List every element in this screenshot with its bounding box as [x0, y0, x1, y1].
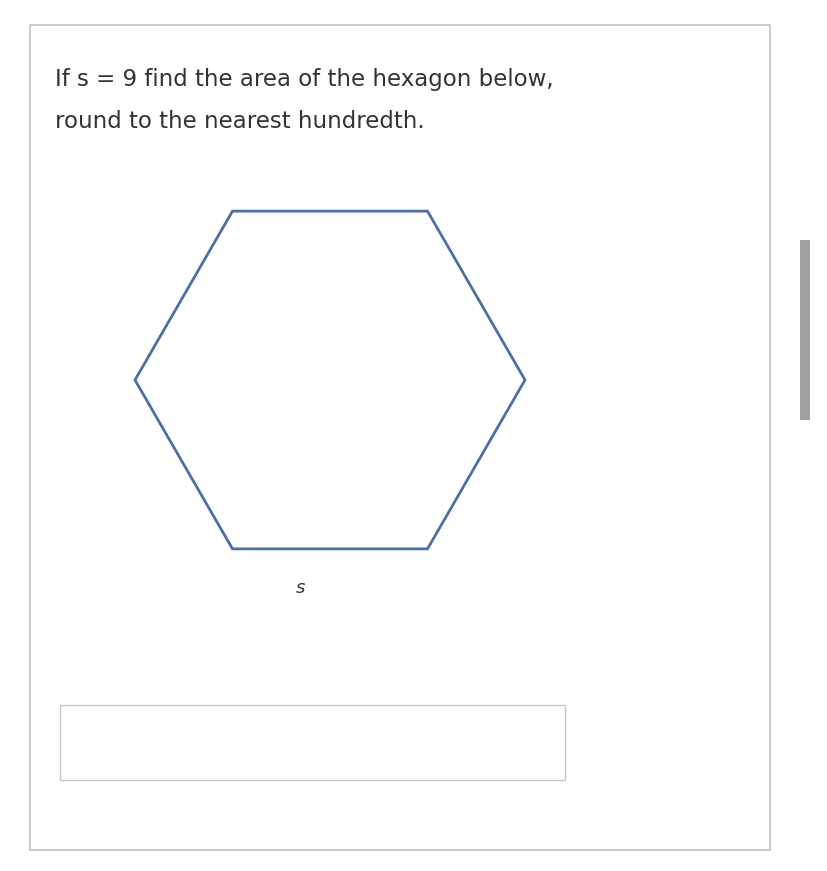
Bar: [30, 25, 769, 850]
Text: round to the nearest hundredth.: round to the nearest hundredth.: [55, 110, 424, 133]
Text: s: s: [295, 579, 304, 597]
Bar: [799, 240, 809, 420]
Bar: [60, 705, 564, 780]
Text: If s = 9 find the area of the hexagon below,: If s = 9 find the area of the hexagon be…: [55, 68, 553, 91]
